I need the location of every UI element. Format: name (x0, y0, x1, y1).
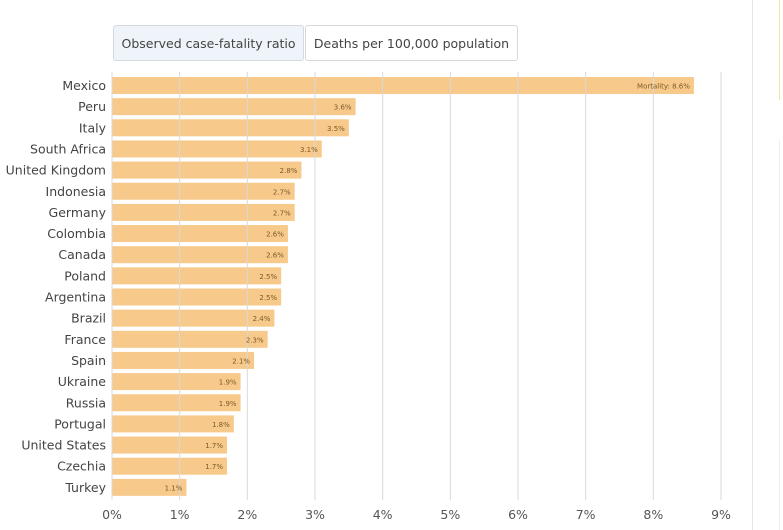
category-label: France (64, 332, 106, 347)
data-label: 1.1% (165, 484, 183, 492)
data-label: 2.7% (273, 188, 291, 196)
category-label: Germany (49, 205, 107, 220)
data-label: 2.6% (266, 231, 284, 239)
category-label: Brazil (71, 311, 106, 326)
category-label: Spain (71, 353, 106, 368)
category-label: Czechia (57, 459, 106, 474)
bar (112, 394, 241, 412)
data-label: 3.5% (327, 125, 345, 133)
data-label: 3.1% (300, 146, 318, 154)
data-label: 1.9% (219, 379, 237, 387)
data-label: Mortality: 8.6% (637, 83, 690, 91)
bar (112, 267, 282, 285)
data-label: 2.7% (273, 209, 291, 217)
bar (112, 161, 302, 179)
bar (112, 436, 228, 454)
data-label: 2.4% (253, 315, 271, 323)
bar (112, 478, 187, 496)
bar (112, 203, 295, 221)
data-label: 2.3% (246, 336, 264, 344)
bar (112, 330, 268, 348)
panel-edge (779, 0, 780, 100)
bar (112, 309, 275, 327)
category-label: United States (21, 438, 106, 453)
category-label: Peru (78, 99, 106, 114)
tab-observed-case-fatality-ratio[interactable]: Observed case-fatality ratio (113, 25, 304, 61)
category-label: Argentina (45, 290, 106, 305)
x-tick-label: 7% (576, 507, 596, 522)
bar (112, 246, 288, 264)
x-tick-label: 6% (508, 507, 528, 522)
panel-divider (752, 0, 753, 530)
x-tick-label: 1% (170, 507, 190, 522)
bar (112, 119, 349, 137)
bar (112, 225, 288, 243)
category-label: Italy (79, 120, 107, 135)
data-label: 2.8% (280, 167, 298, 175)
bar (112, 457, 228, 475)
data-label: 2.6% (266, 252, 284, 260)
bar (112, 182, 295, 200)
data-label: 1.7% (205, 442, 223, 450)
x-tick-label: 8% (643, 507, 663, 522)
category-label: Portugal (54, 416, 106, 431)
bar (112, 351, 255, 369)
data-label: 2.5% (259, 273, 277, 281)
data-label: 3.6% (334, 104, 352, 112)
category-label: United Kingdom (6, 163, 106, 178)
bar (112, 98, 356, 116)
x-tick-label: 5% (440, 507, 460, 522)
x-tick-label: 4% (373, 507, 393, 522)
panel-edge-lower (779, 140, 780, 530)
bar (112, 77, 694, 94)
x-tick-label: 2% (237, 507, 257, 522)
category-label: Poland (64, 268, 106, 283)
data-label: 1.9% (219, 400, 237, 408)
x-tick-label: 9% (711, 507, 731, 522)
bar (112, 288, 282, 306)
category-label: Colombia (47, 226, 106, 241)
category-label: Mexico (62, 78, 106, 93)
bar (112, 140, 322, 158)
category-label: Ukraine (58, 374, 107, 389)
category-label: South Africa (30, 141, 106, 156)
category-label: Turkey (64, 480, 106, 495)
x-tick-label: 0% (102, 507, 122, 522)
tab-deaths-per-100000[interactable]: Deaths per 100,000 population (305, 25, 518, 61)
data-label: 1.7% (205, 463, 223, 471)
x-tick-label: 3% (305, 507, 325, 522)
data-label: 2.5% (259, 294, 277, 302)
category-label: Canada (58, 247, 106, 262)
bar (112, 373, 241, 391)
data-label: 2.1% (232, 357, 250, 365)
data-label: 1.8% (212, 421, 230, 429)
category-label: Indonesia (46, 184, 106, 199)
category-label: Russia (66, 395, 106, 410)
bar (112, 415, 234, 433)
